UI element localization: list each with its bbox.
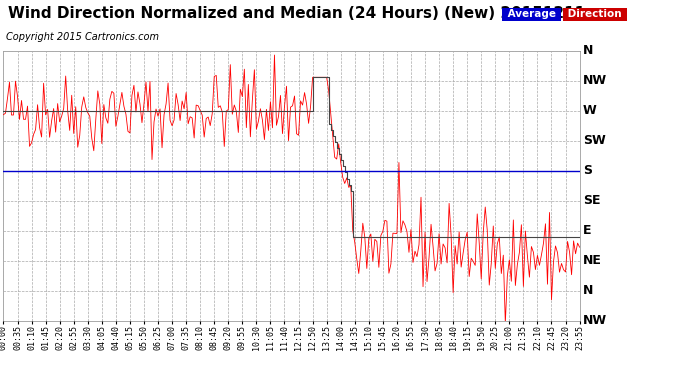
Text: NE: NE	[583, 254, 602, 267]
Text: Direction: Direction	[564, 9, 626, 20]
Text: S: S	[583, 164, 592, 177]
Text: SW: SW	[583, 134, 606, 147]
Text: SE: SE	[583, 194, 600, 207]
Text: E: E	[583, 224, 591, 237]
Text: Average: Average	[504, 9, 560, 20]
Text: NW: NW	[583, 74, 607, 87]
Text: W: W	[583, 104, 597, 117]
Text: N: N	[583, 44, 593, 57]
Text: Wind Direction Normalized and Median (24 Hours) (New) 20151211: Wind Direction Normalized and Median (24…	[8, 6, 585, 21]
Text: Copyright 2015 Cartronics.com: Copyright 2015 Cartronics.com	[6, 32, 159, 42]
Text: NW: NW	[583, 314, 607, 327]
Text: N: N	[583, 284, 593, 297]
